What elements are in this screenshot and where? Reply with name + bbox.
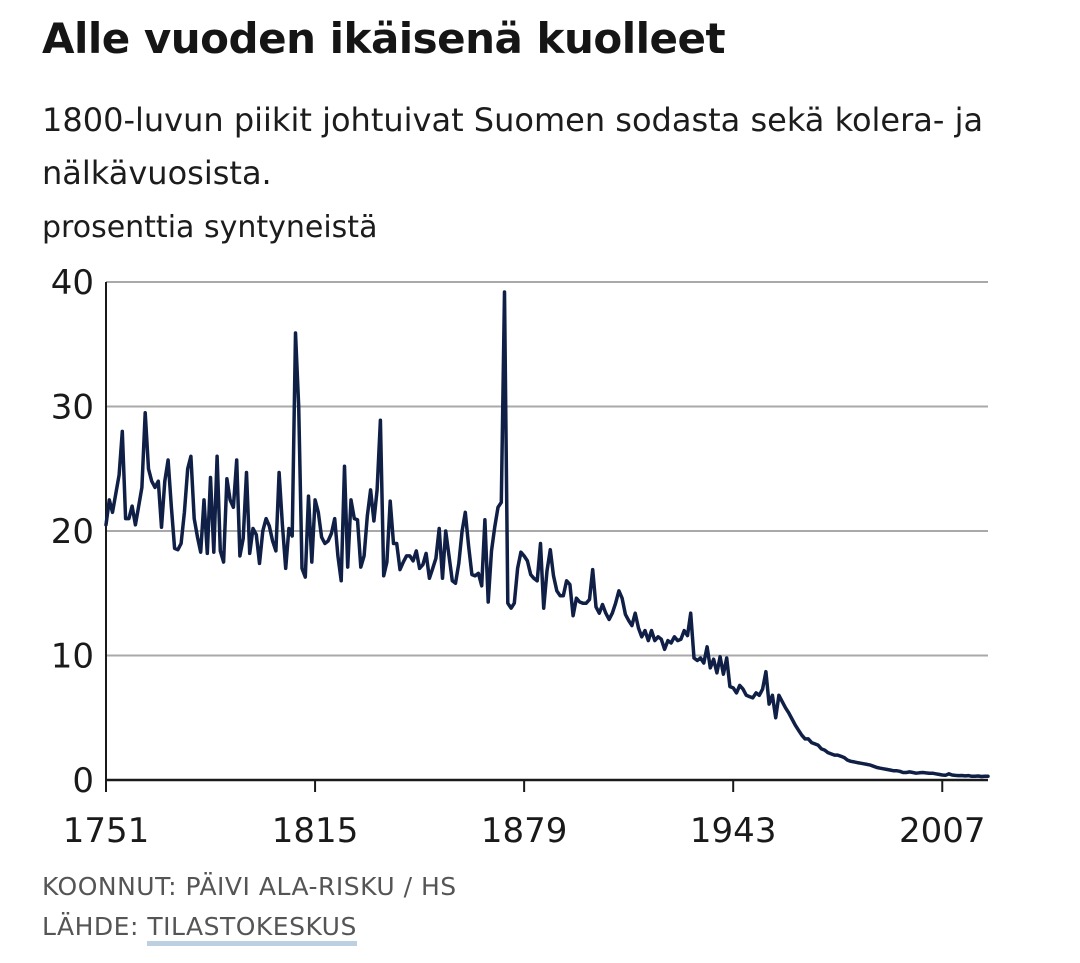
line-chart: 0 10 20 30 40 1751 1815 1879 1943 2007	[51, 263, 990, 851]
series-line-0	[104, 290, 990, 779]
x-tick-label: 1943	[690, 811, 777, 851]
source-line: LÄHDE: TILASTOKESKUS	[42, 912, 357, 946]
y-tick-label: 30	[51, 388, 94, 428]
y-axis-label: prosenttia syntyneistä	[42, 210, 378, 245]
source-label: LÄHDE:	[42, 912, 139, 941]
credit-text: KOONNUT: PÄIVI ALA-RISKU / HS	[42, 872, 457, 901]
y-tick-label: 40	[51, 263, 94, 303]
y-tick-label: 20	[51, 512, 94, 552]
chart-subtitle: 1800-luvun piikit johtuivat Suomen sodas…	[42, 101, 984, 192]
source-link[interactable]: TILASTOKESKUS	[147, 912, 357, 946]
x-tick-label: 1751	[63, 811, 150, 851]
y-tick-label: 0	[72, 761, 94, 801]
x-tick-label: 1879	[481, 811, 568, 851]
y-tick-label: 10	[51, 637, 94, 677]
chart-title: Alle vuoden ikäisenä kuolleet	[42, 14, 726, 63]
x-tick-label: 2007	[899, 811, 986, 851]
x-tick-label: 1815	[272, 811, 359, 851]
